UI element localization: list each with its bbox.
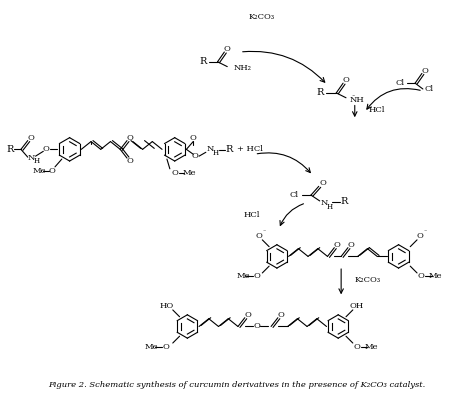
Text: Cl: Cl [396, 79, 405, 87]
Text: O: O [353, 343, 360, 351]
Text: O: O [319, 179, 326, 187]
Text: OH: OH [350, 302, 364, 310]
Text: HO: HO [160, 302, 174, 310]
Text: O: O [127, 157, 133, 165]
Text: Me: Me [365, 343, 378, 351]
Text: Cl: Cl [290, 191, 299, 199]
Text: O: O [253, 322, 260, 330]
Text: ⁻: ⁻ [263, 231, 266, 235]
Text: ⁻: ⁻ [423, 231, 427, 235]
Text: Me: Me [145, 343, 158, 351]
Text: O: O [256, 232, 263, 240]
Text: N: N [207, 145, 214, 153]
Text: NH₂: NH₂ [233, 64, 251, 71]
Text: R: R [226, 145, 233, 154]
Text: Figure 2. Schematic synthesis of curcumin derivatives in the presence of K₂CO₃ c: Figure 2. Schematic synthesis of curcumi… [48, 381, 426, 389]
Text: O: O [190, 134, 197, 142]
Text: K₂CO₃: K₂CO₃ [248, 13, 274, 21]
Text: O: O [171, 169, 178, 177]
Text: Me: Me [33, 167, 46, 175]
Text: O: O [244, 311, 251, 319]
Text: O: O [224, 45, 231, 53]
Text: N: N [28, 154, 36, 162]
Text: O: O [163, 343, 169, 351]
Text: K₂CO₃: K₂CO₃ [355, 276, 381, 284]
Text: HCl: HCl [368, 106, 385, 114]
Text: O: O [253, 272, 260, 280]
Text: O: O [191, 152, 199, 160]
Text: O: O [43, 145, 50, 153]
Text: O: O [49, 167, 55, 175]
Text: O: O [421, 67, 428, 75]
Text: R: R [7, 145, 14, 154]
Text: Me: Me [429, 272, 442, 280]
Text: O: O [127, 134, 133, 142]
Text: ÑH: ÑH [350, 96, 365, 104]
Text: H: H [327, 203, 333, 211]
Text: R: R [340, 197, 348, 206]
Text: O: O [418, 272, 424, 280]
Text: R: R [316, 89, 323, 97]
Text: O: O [27, 134, 34, 142]
Text: O: O [417, 232, 423, 240]
Text: N: N [321, 199, 328, 207]
Text: H: H [34, 157, 39, 165]
Text: R: R [199, 57, 207, 66]
Text: O: O [277, 311, 284, 319]
Text: O: O [343, 76, 349, 84]
Text: Cl: Cl [425, 85, 434, 93]
Text: H: H [212, 149, 219, 157]
Text: Me: Me [236, 272, 250, 280]
Text: Me: Me [182, 169, 196, 177]
Text: O: O [347, 241, 354, 249]
Text: + HCl: + HCl [237, 145, 263, 153]
Text: HCl: HCl [243, 210, 260, 219]
Text: O: O [334, 241, 341, 249]
